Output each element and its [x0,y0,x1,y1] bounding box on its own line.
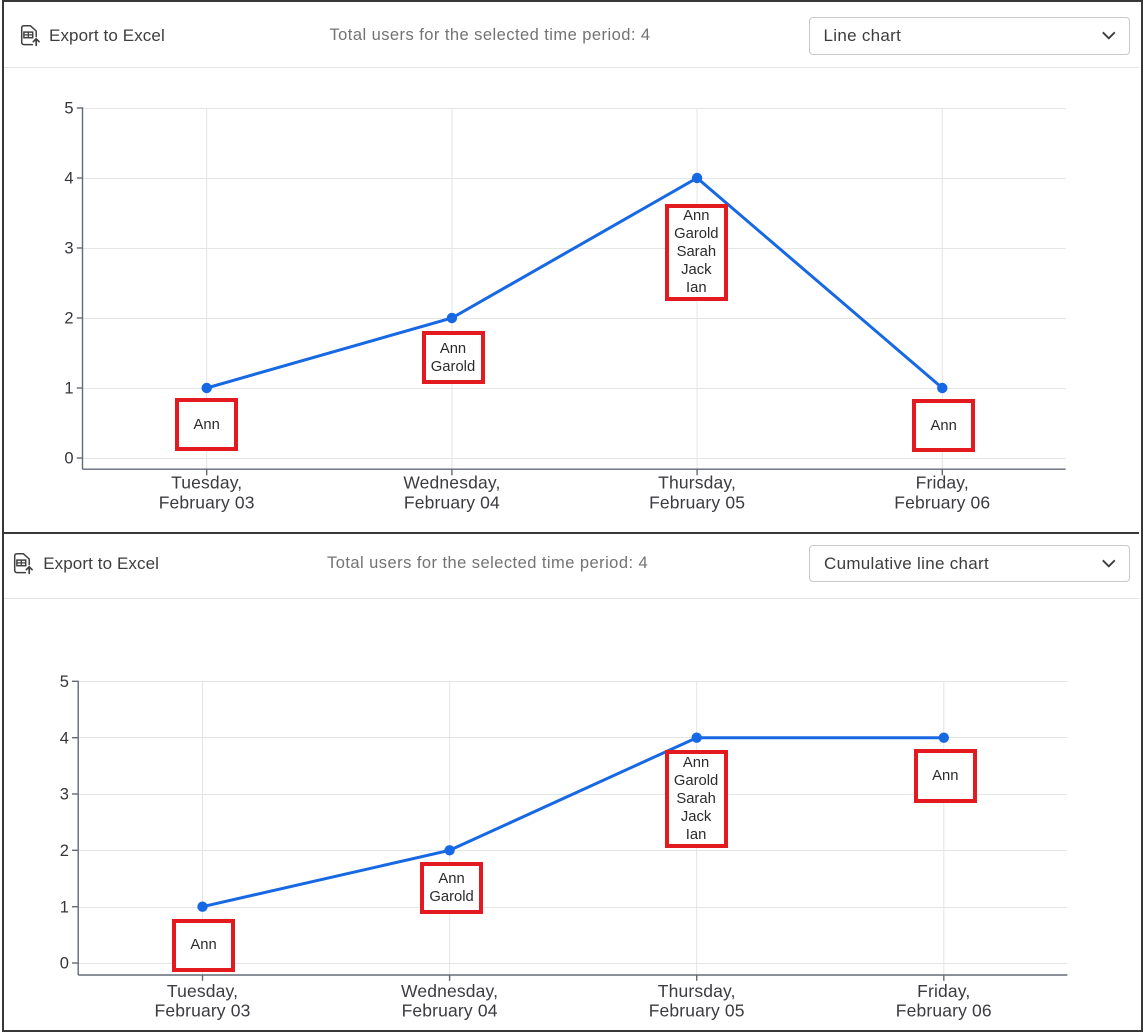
svg-text:February 06: February 06 [894,492,990,512]
svg-text:February 04: February 04 [402,1001,498,1021]
svg-text:0: 0 [60,955,69,973]
svg-text:February 03: February 03 [154,1001,250,1021]
svg-text:2: 2 [64,310,73,328]
svg-text:4: 4 [64,170,73,188]
svg-text:4: 4 [60,729,69,747]
svg-text:Thursday,: Thursday, [658,981,736,1001]
svg-text:Tuesday,: Tuesday, [171,473,242,493]
svg-text:1: 1 [64,380,73,398]
svg-text:February 04: February 04 [404,492,500,512]
svg-text:Friday,: Friday, [916,473,969,493]
svg-text:5: 5 [60,673,69,691]
svg-text:February 06: February 06 [896,1001,992,1021]
svg-text:Wednesday,: Wednesday, [403,473,500,493]
svg-text:3: 3 [60,786,69,804]
svg-text:Tuesday,: Tuesday, [167,981,238,1001]
svg-text:1: 1 [60,898,69,916]
svg-text:2: 2 [60,842,69,860]
svg-text:3: 3 [64,240,73,258]
svg-text:Wednesday,: Wednesday, [401,981,498,1001]
svg-text:February 05: February 05 [649,1001,745,1021]
svg-text:0: 0 [64,450,73,468]
svg-text:February 05: February 05 [649,492,745,512]
svg-text:Thursday,: Thursday, [658,473,736,493]
svg-text:5: 5 [64,100,73,118]
svg-text:Friday,: Friday, [917,981,970,1001]
svg-text:February 03: February 03 [159,492,255,512]
